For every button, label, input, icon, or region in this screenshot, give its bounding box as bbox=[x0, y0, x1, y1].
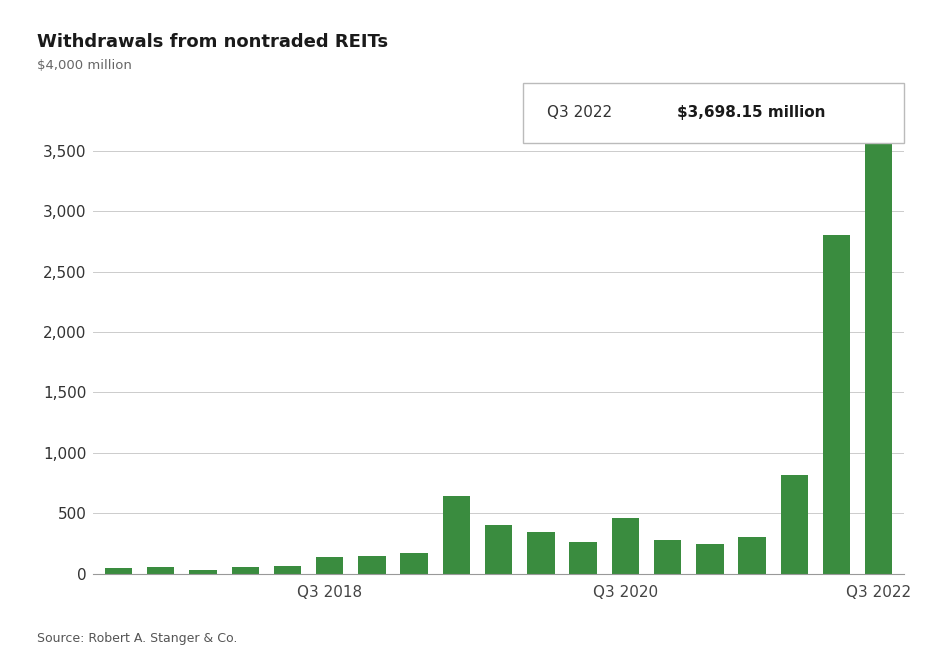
Text: Withdrawals from nontraded REITs: Withdrawals from nontraded REITs bbox=[37, 33, 389, 51]
FancyBboxPatch shape bbox=[523, 83, 904, 143]
Bar bbox=[147, 567, 174, 574]
Bar bbox=[401, 553, 428, 574]
Bar bbox=[528, 532, 555, 574]
Bar bbox=[611, 518, 639, 574]
Bar bbox=[443, 496, 470, 574]
Text: $4,000 million: $4,000 million bbox=[37, 59, 132, 72]
Bar bbox=[569, 542, 596, 574]
Text: $3,698.15 million: $3,698.15 million bbox=[677, 106, 826, 121]
Bar bbox=[780, 475, 808, 574]
Bar bbox=[823, 235, 850, 574]
Bar bbox=[654, 540, 681, 574]
Bar bbox=[274, 566, 301, 574]
Text: Q3 2022: Q3 2022 bbox=[547, 106, 617, 121]
Bar bbox=[316, 557, 343, 574]
Bar bbox=[738, 537, 766, 574]
Bar bbox=[865, 127, 893, 574]
Bar bbox=[231, 567, 259, 574]
Bar bbox=[696, 544, 723, 574]
Bar bbox=[104, 568, 132, 574]
Bar bbox=[485, 526, 513, 574]
Bar bbox=[358, 556, 386, 574]
Bar bbox=[189, 570, 217, 574]
Text: Source: Robert A. Stanger & Co.: Source: Robert A. Stanger & Co. bbox=[37, 632, 238, 645]
